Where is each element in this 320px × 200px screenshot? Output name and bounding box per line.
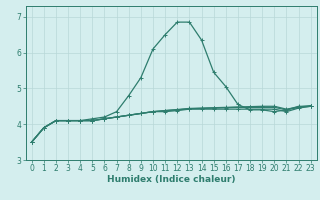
X-axis label: Humidex (Indice chaleur): Humidex (Indice chaleur)	[107, 175, 236, 184]
